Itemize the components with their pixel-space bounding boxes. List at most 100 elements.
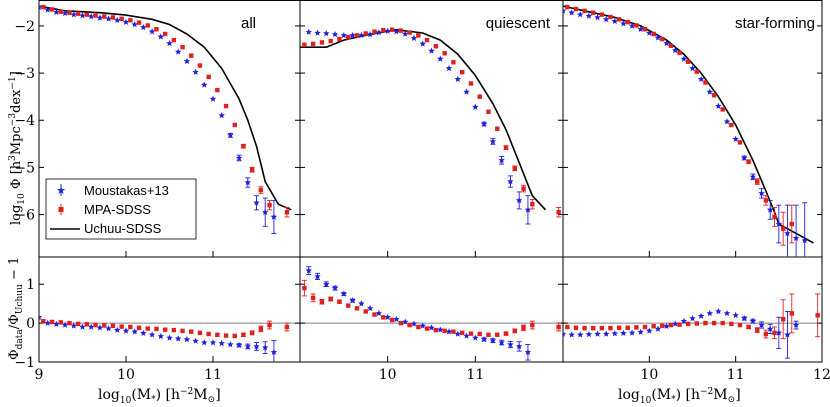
y-axis-label-top: log10 Φ [h3Mpc−3dex−1]	[8, 71, 27, 225]
mpa-star-forming-point-19	[729, 122, 734, 128]
ratio-mpa-quiescent-point-2	[319, 299, 325, 304]
moustakas-quiescent-point-8	[375, 29, 383, 36]
mpa-quiescent-point-1	[310, 41, 316, 47]
ratio-moustakas-star-forming-point-23	[758, 321, 765, 328]
ratio-moustakas-all-point-6	[87, 323, 95, 330]
moustakas-star-forming-point-0	[563, 7, 567, 14]
moustakas-all-point-2	[53, 8, 60, 16]
moustakas-all-point-7	[96, 14, 104, 21]
ratio-moustakas-quiescent-point-17	[454, 330, 462, 337]
ratio-mpa-star-forming-point-10	[651, 324, 656, 329]
mpa-star-forming-point-18	[720, 107, 725, 112]
moustakas-quiescent-point-10	[393, 28, 400, 35]
ratio-mpa-quiescent-point-15	[433, 327, 439, 333]
ratio-moustakas-star-forming-point-17	[706, 309, 713, 317]
frame-bottom-all	[38, 256, 301, 363]
ratio-moustakas-all-point-5	[79, 323, 86, 330]
x-axis-label-3: log10(M*) [h−2M⊙]	[618, 387, 741, 406]
moustakas-all-point-4	[70, 11, 78, 18]
ratio-mpa-all-point-5	[84, 322, 90, 327]
mpa-quiescent-point-21	[486, 109, 491, 114]
moustakas-star-forming-point-20	[732, 135, 739, 142]
ratio-moustakas-quiescent-point-2	[323, 280, 330, 287]
mpa-quiescent-point-18	[459, 69, 465, 75]
ratio-moustakas-all-point-11	[131, 328, 138, 335]
ratio-moustakas-star-forming-group	[563, 308, 800, 359]
moustakas-star-forming-point-19	[723, 118, 731, 125]
moustakas-star-forming-group	[563, 7, 808, 257]
moustakas-all-point-23	[235, 154, 243, 161]
ratio-mpa-quiescent-point-16	[442, 328, 447, 334]
moustakas-all-point-25	[253, 199, 260, 206]
ratio-mpa-quiescent-point-10	[389, 317, 395, 323]
ratio-moustakas-quiescent-point-9	[384, 313, 391, 321]
mpa-all-point-5	[84, 12, 90, 17]
ratio-mpa-star-forming-point-9	[642, 324, 648, 330]
moustakas-quiescent-point-0	[305, 28, 312, 35]
frame-bottom-quiescent	[299, 256, 564, 363]
ratio-mpa-star-forming-point-27	[815, 313, 820, 318]
ratio-moustakas-quiescent-point-16	[445, 328, 453, 335]
ratio-mpa-star-forming-point-0	[565, 324, 570, 330]
moustakas-star-forming-point-22	[749, 173, 757, 180]
moustakas-star-forming-point-24	[766, 206, 774, 213]
moustakas-all-point-24	[244, 179, 252, 186]
mpa-all-point-3	[67, 10, 72, 15]
mpa-quiescent-point-13	[416, 33, 421, 38]
mpa-quiescent-point-9	[381, 27, 386, 33]
ratio-mpa-star-forming-point-12	[668, 322, 674, 328]
mpa-star-forming-point-12	[668, 43, 674, 48]
moustakas-quiescent-point-18	[463, 88, 470, 95]
mpa-all-point-26	[267, 202, 272, 208]
moustakas-star-forming-point-1	[568, 9, 575, 16]
ratio-moustakas-quiescent-point-23	[507, 341, 514, 348]
ratio-moustakas-quiescent-point-6	[358, 300, 365, 307]
ratio-mpa-quiescent-point-14	[424, 326, 430, 331]
mpa-all-point-16	[180, 44, 185, 50]
mpa-all-point-6	[93, 13, 98, 18]
ratio-mpa-quiescent-point-22	[495, 332, 500, 337]
mpa-all-point-0	[41, 4, 46, 10]
ratio-mpa-all-point-3	[67, 320, 72, 326]
ytick-label-top-1: −3	[14, 66, 35, 82]
ratio-mpa-quiescent-point-20	[477, 331, 482, 337]
ratio-mpa-star-forming-point-20	[737, 322, 743, 328]
ratio-moustakas-quiescent-point-25	[524, 348, 532, 356]
ratio-mpa-star-forming-point-19	[729, 321, 734, 327]
mpa-all-point-24	[249, 167, 255, 172]
mpa-all-point-19	[206, 74, 211, 80]
ratio-mpa-quiescent-point-25	[521, 325, 526, 330]
mpa-all-point-20	[215, 87, 220, 93]
uchuu-group-quiescent	[300, 28, 547, 211]
mpa-star-forming-point-21	[746, 159, 751, 164]
ratio-moustakas-star-forming-point-11	[654, 325, 662, 332]
ratio-mpa-quiescent-point-4	[337, 299, 342, 304]
ratio-moustakas-all-point-22	[227, 341, 234, 348]
moustakas-star-forming-point-4	[594, 14, 601, 21]
mpa-star-forming-point-16	[703, 80, 708, 85]
xtick-label-star-forming-0: 10	[640, 367, 658, 383]
moustakas-star-forming-point-2	[577, 11, 584, 18]
mpa-all-point-4	[75, 11, 81, 16]
moustakas-quiescent-point-14	[428, 47, 435, 54]
mpa-star-forming-point-15	[694, 69, 700, 74]
ratio-mpa-all-point-25	[258, 326, 264, 332]
ratio-mpa-star-forming-point-16	[703, 320, 708, 326]
ytick-label-top-2: −4	[14, 113, 35, 129]
xtick-label-star-forming-2: 12	[813, 367, 830, 383]
ratio-moustakas-quiescent-point-3	[331, 284, 339, 291]
ratio-moustakas-star-forming-point-22	[749, 317, 757, 324]
ratio-moustakas-quiescent-point-22	[498, 339, 505, 346]
moustakas-all-point-15	[166, 39, 173, 47]
ratio-mpa-all-point-13	[154, 326, 159, 332]
ratio-moustakas-star-forming-point-20	[732, 311, 739, 319]
ratio-moustakas-quiescent-point-12	[410, 320, 418, 327]
moustakas-quiescent-group	[305, 27, 532, 225]
ratio-moustakas-star-forming-point-0	[563, 330, 567, 337]
mpa-star-forming-point-10	[651, 31, 656, 37]
ratio-moustakas-all-point-7	[96, 324, 104, 331]
x-axis-label-1: log10(M*) [h−2M⊙]	[98, 387, 221, 406]
ratio-mpa-all-point-0	[41, 318, 46, 324]
ratio-moustakas-star-forming-point-25	[775, 329, 783, 336]
uchuu-line-quiescent	[300, 28, 547, 211]
